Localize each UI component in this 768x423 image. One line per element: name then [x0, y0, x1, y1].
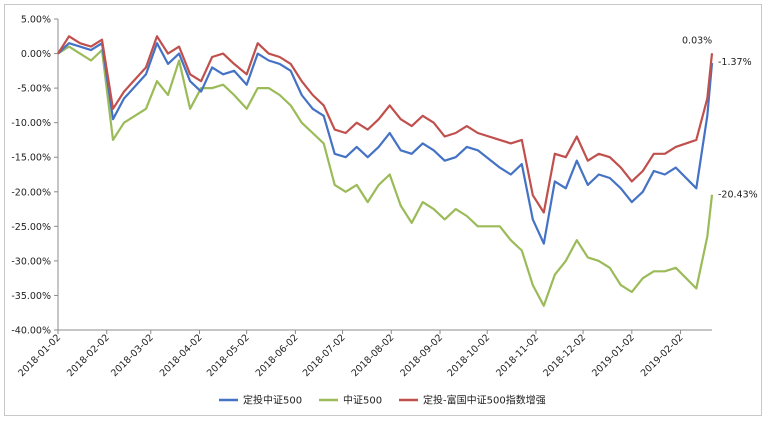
y-tick-label: -5.00% — [17, 84, 51, 95]
legend-label: 定投中证500 — [243, 394, 302, 407]
y-tick-label: -10.00% — [11, 118, 51, 129]
x-tick-label: 2019-01-02 — [590, 332, 637, 379]
x-tick-label: 2018-01-02 — [16, 332, 63, 379]
x-tick-label: 2018-10-02 — [445, 332, 492, 379]
x-tick-label: 2018-08-02 — [350, 332, 397, 379]
series-line — [57, 35, 714, 214]
x-tick-label: 2018-11-02 — [494, 332, 541, 379]
x-tick-label: 2018-12-02 — [541, 332, 588, 379]
end-value-label: -20.43% — [718, 190, 758, 201]
x-tick-label: 2019-02-02 — [639, 332, 686, 379]
y-tick-label: -20.00% — [11, 187, 51, 198]
end-value-label: 0.03% — [682, 35, 712, 46]
x-tick-label: 2018-05-02 — [205, 332, 252, 379]
x-tick-label: 2018-03-02 — [109, 332, 156, 379]
legend-label: 中证500 — [343, 394, 382, 407]
y-tick-label: -35.00% — [11, 291, 51, 302]
y-tick-label: -15.00% — [11, 153, 51, 164]
y-tick-label: -25.00% — [11, 222, 51, 233]
x-tick-label: 2018-07-02 — [301, 332, 348, 379]
y-tick-label: 5.00% — [21, 15, 51, 26]
series-line — [57, 42, 714, 245]
y-tick-label: -40.00% — [11, 326, 51, 337]
x-tick-label: 2018-09-02 — [398, 332, 445, 379]
end-value-label: -1.37% — [718, 57, 752, 68]
series-line — [57, 45, 714, 307]
x-tick-label: 2018-02-02 — [65, 332, 112, 379]
legend-label: 定投-富国中证500指数增强 — [423, 394, 546, 407]
y-tick-label: 0.00% — [21, 49, 51, 60]
y-tick-label: -30.00% — [11, 256, 51, 267]
x-tick-label: 2018-04-02 — [158, 332, 205, 379]
chart-frame — [4, 4, 762, 416]
x-tick-label: 2018-06-02 — [254, 332, 301, 379]
